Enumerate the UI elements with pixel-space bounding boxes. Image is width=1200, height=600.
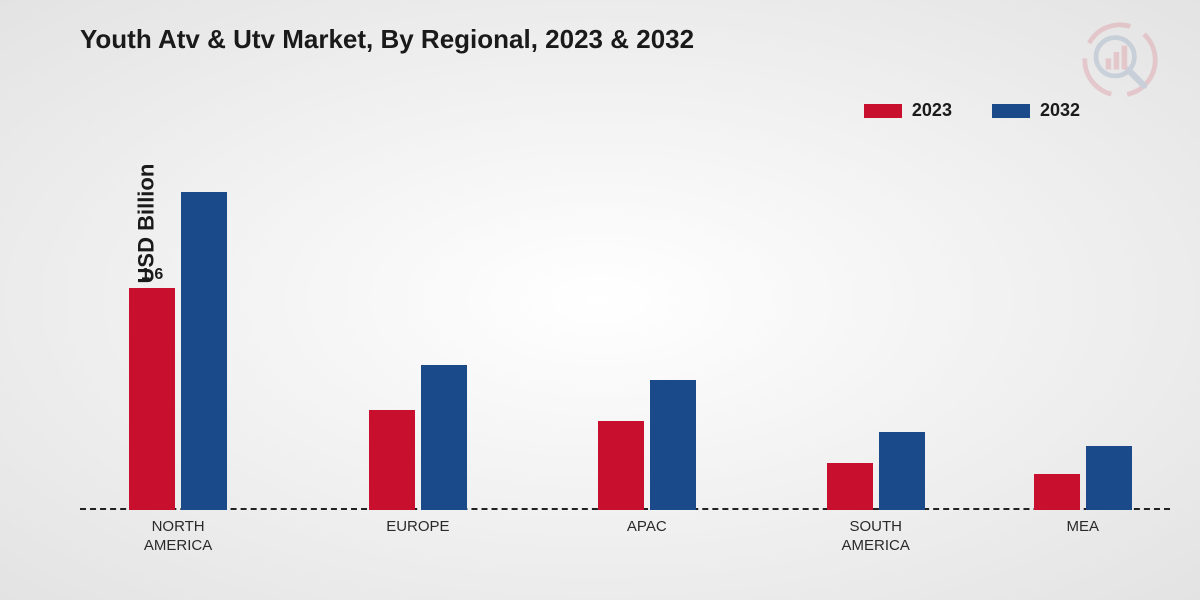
bar [879,432,925,510]
legend-item-2032: 2032 [992,100,1080,121]
legend-item-2023: 2023 [864,100,952,121]
x-axis-category-label: APAC [567,518,727,537]
bar [650,380,696,510]
bar-group: 1.6NORTHAMERICA [113,192,243,510]
bar [421,365,467,510]
bar [181,192,227,510]
bar-group: SOUTHAMERICA [811,432,941,510]
bar [129,288,175,510]
legend-label-2023: 2023 [912,100,952,121]
legend-swatch-2023 [864,104,902,118]
bar-group: MEA [1018,446,1148,510]
bar-value-label: 1.6 [141,266,163,284]
bar-group: APAC [582,380,712,510]
x-axis-category-label: NORTHAMERICA [98,518,258,556]
x-axis-category-label: MEA [1003,518,1163,537]
x-axis-category-label: EUROPE [338,518,498,537]
logo-icon [1080,20,1160,100]
bar [827,463,873,510]
logo-watermark [1080,20,1160,100]
legend-label-2032: 2032 [1040,100,1080,121]
bar [369,410,415,510]
bar [1086,446,1132,510]
x-axis-category-label: SOUTHAMERICA [796,518,956,556]
plot-area: 1.6NORTHAMERICA EUROPE APAC SOUTHAMERICA MEA [80,150,1170,510]
bar [598,421,644,510]
chart-title: Youth Atv & Utv Market, By Regional, 202… [80,24,694,55]
legend-swatch-2032 [992,104,1030,118]
legend: 2023 2032 [864,100,1080,121]
bar [1034,474,1080,510]
bar-group: EUROPE [353,365,483,510]
